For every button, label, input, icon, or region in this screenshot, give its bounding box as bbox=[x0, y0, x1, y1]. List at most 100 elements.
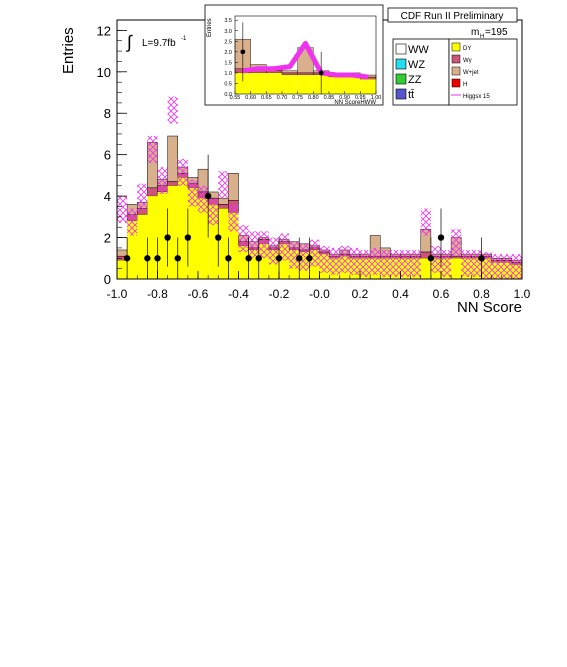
dy-bar bbox=[420, 258, 431, 279]
wjet-bar bbox=[167, 135, 178, 182]
x-tick-label: -0.0 bbox=[309, 287, 330, 301]
luminosity-exponent: -1 bbox=[181, 36, 187, 42]
wjet-bar bbox=[228, 173, 239, 201]
inset-higgs bbox=[242, 40, 369, 80]
legend-left-entries: WW WZ ZZ tt̄ bbox=[395, 43, 429, 101]
data-point bbox=[255, 255, 262, 262]
legend-swatch bbox=[395, 58, 407, 70]
data-point bbox=[204, 192, 212, 200]
data-point bbox=[123, 255, 131, 262]
x-tick-label: -0.4 bbox=[228, 287, 249, 301]
legend-entry-label: Higgsx 15 bbox=[463, 94, 490, 100]
x-tick-label: -1.0 bbox=[107, 287, 128, 301]
x-tick-label: 0.6 bbox=[433, 287, 450, 301]
inset-x-tick-label: 0.80 bbox=[308, 95, 319, 101]
dy-bar bbox=[238, 245, 249, 279]
header-frame bbox=[387, 7, 518, 23]
inset-y-tick-label: 2.0 bbox=[224, 50, 232, 56]
inset-plot: 0.55 0.60 0.65 0.70 0.75 0.80 0.85 0.90 0.95 1.00… bbox=[204, 4, 384, 106]
dy-bar bbox=[177, 177, 188, 279]
data-point bbox=[437, 234, 445, 241]
legend-swatch bbox=[395, 43, 407, 55]
inset-data-points bbox=[240, 22, 324, 94]
inset-dy-bar bbox=[344, 77, 361, 94]
y-axis-label: Entries bbox=[60, 27, 77, 74]
legend-right-frame bbox=[448, 38, 518, 106]
data-point bbox=[296, 255, 303, 262]
inset-x-tick-label: 0.85 bbox=[324, 95, 335, 101]
data-point bbox=[184, 234, 192, 241]
main-x-ticks: -1.0 -0.8 -0.6 -0.4 -0.2 -0.0 0.2 0.4 0.6 0.8 1.0 bbox=[107, 271, 531, 301]
wjet-bar bbox=[218, 197, 229, 205]
inset-x-tick-label: 0.95 bbox=[355, 95, 366, 101]
main-y-ticks: 0 2 4 6 8 10 12 bbox=[97, 19, 127, 287]
inset-x-tick-label: 1.00 bbox=[371, 95, 382, 101]
inset-y-tick-label: 1.0 bbox=[224, 71, 232, 77]
integral-symbol: ∫ bbox=[125, 32, 133, 52]
legend-entry-label: H bbox=[463, 82, 467, 88]
dy-bar bbox=[218, 208, 229, 279]
legend-entry-label: DY bbox=[463, 46, 471, 52]
x-tick-label: -0.2 bbox=[269, 287, 290, 301]
data-point bbox=[174, 255, 181, 262]
dy-bar bbox=[187, 187, 198, 279]
legend-swatch bbox=[451, 54, 461, 64]
dy-bar bbox=[228, 212, 239, 279]
data-point bbox=[164, 234, 171, 241]
dy-bar bbox=[198, 198, 209, 279]
wgamma-bar bbox=[218, 204, 229, 209]
inset-x-label: NN ScoreHWW bbox=[334, 100, 376, 106]
legend-entry-label: tt̄ bbox=[408, 89, 414, 101]
x-tick-label: 0.4 bbox=[392, 287, 409, 301]
data-point bbox=[144, 255, 151, 262]
higgs-hatch-band bbox=[117, 96, 522, 279]
inset-dy-bar bbox=[235, 72, 251, 94]
header-box: CDF Run II Preliminary m H =195 bbox=[387, 7, 518, 40]
wjet-bar bbox=[116, 249, 128, 257]
inset-x-tick-label: 0.55 bbox=[230, 95, 241, 101]
legend: WW WZ ZZ tt̄ DY Wγ W+jet H Higgsx 15 bbox=[392, 38, 518, 106]
inset-x-tick-label: 0.90 bbox=[339, 95, 350, 101]
legend-swatch bbox=[395, 88, 407, 100]
x-tick-label: -0.8 bbox=[147, 287, 168, 301]
wgamma-bar bbox=[147, 187, 158, 197]
inset-frame bbox=[234, 15, 377, 95]
header-title: CDF Run II Preliminary bbox=[401, 11, 504, 22]
dy-bar bbox=[127, 220, 138, 279]
y-tick-label: 2 bbox=[104, 231, 111, 246]
x-tick-label: 1.0 bbox=[514, 287, 531, 301]
inset-x-tick-label: 0.70 bbox=[277, 95, 288, 101]
y-tick-label: 0 bbox=[104, 272, 111, 287]
legend-swatch bbox=[395, 73, 407, 85]
legend-right-entries: DY Wγ W+jet H Higgsx 15 bbox=[451, 42, 490, 100]
legend-swatch bbox=[451, 78, 461, 88]
wgamma-bar bbox=[167, 181, 178, 187]
main-plot: -1.0 -0.8 -0.6 -0.4 -0.2 -0.0 0.2 0.4 0.6 0.8 1.0 … bbox=[60, 19, 531, 316]
main-data-points bbox=[123, 154, 485, 279]
wgamma-bar bbox=[450, 255, 462, 259]
inset-data-point bbox=[318, 70, 324, 76]
legend-entry-label: ZZ bbox=[408, 74, 422, 86]
y-tick-label: 10 bbox=[97, 65, 111, 80]
dy-bar bbox=[451, 258, 462, 279]
legend-entry-label: W+jet bbox=[463, 70, 479, 76]
x-tick-label: 0.2 bbox=[352, 287, 369, 301]
inset-dy-bar bbox=[360, 79, 376, 94]
inset-dy-bar bbox=[282, 75, 298, 94]
inset-higgs-line bbox=[242, 40, 369, 80]
main-higgs-hatch bbox=[117, 96, 522, 279]
inset-y-tick-label: 0.5 bbox=[224, 81, 232, 87]
dy-bar bbox=[258, 243, 269, 279]
legend-entry-label: Wγ bbox=[463, 58, 472, 64]
dy-bar bbox=[279, 243, 290, 279]
dy-bar bbox=[157, 191, 168, 279]
x-axis-label: NN Score bbox=[457, 299, 522, 316]
inset-dy-bar bbox=[297, 75, 314, 94]
data-point bbox=[427, 255, 435, 262]
legend-entry-label: WW bbox=[408, 44, 429, 56]
dy-bar bbox=[167, 185, 178, 279]
mass-label-m: m bbox=[471, 27, 479, 38]
inset-y-tick-label: 0.0 bbox=[224, 92, 232, 98]
data-point bbox=[215, 234, 222, 241]
